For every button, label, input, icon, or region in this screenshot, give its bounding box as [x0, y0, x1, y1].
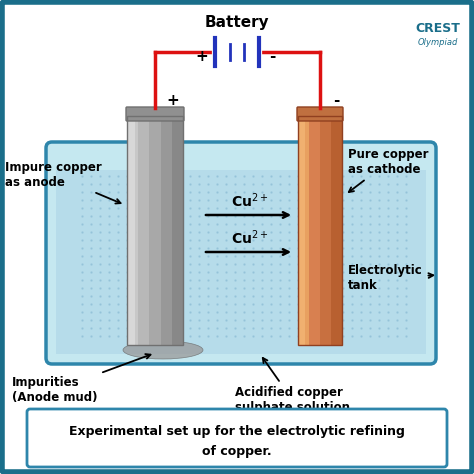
Text: Cu$^{2+}$: Cu$^{2+}$ [231, 191, 269, 210]
FancyBboxPatch shape [27, 409, 447, 467]
Bar [127, 116, 138, 345]
Bar [149, 116, 161, 345]
Bar [56, 170, 426, 354]
Bar [320, 116, 331, 345]
Text: +: + [196, 48, 209, 64]
Bar [161, 116, 172, 345]
Text: Cu$^{2+}$: Cu$^{2+}$ [231, 228, 269, 247]
Bar [309, 116, 320, 345]
Text: -: - [269, 48, 275, 64]
Bar [331, 116, 342, 345]
Text: Impurities
(Anode mud): Impurities (Anode mud) [12, 354, 151, 404]
Bar [172, 116, 183, 345]
Bar [127, 116, 183, 345]
FancyBboxPatch shape [126, 107, 184, 121]
Text: Acidified copper
sulphate solution: Acidified copper sulphate solution [235, 358, 350, 414]
Text: Impure copper
as anode: Impure copper as anode [5, 161, 120, 203]
Text: CREST: CREST [416, 21, 460, 35]
FancyBboxPatch shape [297, 107, 343, 121]
Bar [298, 116, 342, 345]
Bar [138, 116, 149, 345]
Ellipse shape [123, 341, 203, 359]
Text: of copper.: of copper. [202, 446, 272, 458]
Text: Experimental set up for the electrolytic refining: Experimental set up for the electrolytic… [69, 426, 405, 438]
Text: Pure copper
as cathode: Pure copper as cathode [348, 148, 428, 192]
Bar [298, 116, 305, 345]
FancyBboxPatch shape [46, 142, 436, 364]
Text: +: + [167, 92, 179, 108]
Text: Electrolytic
tank: Electrolytic tank [348, 264, 433, 292]
Bar [127, 116, 135, 345]
Bar [298, 116, 309, 345]
Text: Battery: Battery [205, 15, 269, 30]
Text: -: - [333, 92, 339, 108]
Text: Olympiad: Olympiad [418, 37, 458, 46]
